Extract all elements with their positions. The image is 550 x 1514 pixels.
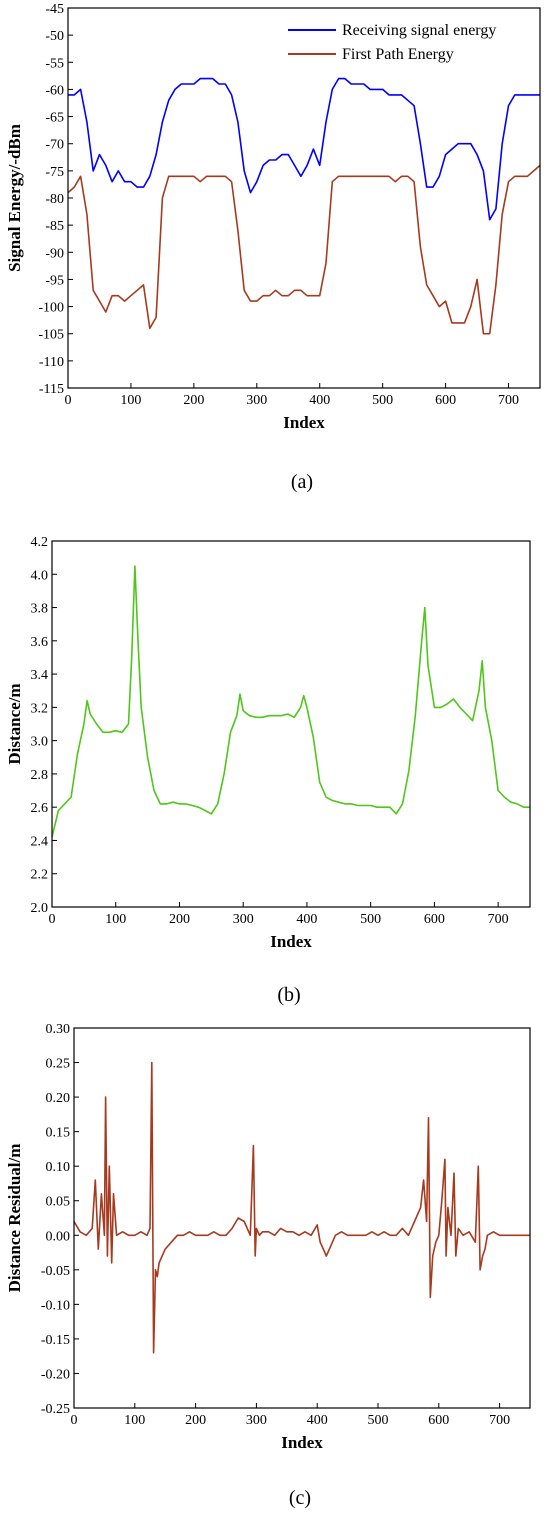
series-line-first-path-energy: [67, 164, 541, 335]
y-axis-title: Distance/m: [5, 683, 24, 764]
distance-chart: 0 100 200 300 400 500 600 700 4.2 4.0 3.8 3.6 3.4 3.2…: [5, 535, 531, 1006]
x-tick-label: 300: [246, 1413, 267, 1428]
x-tick-label: 100: [105, 912, 126, 927]
y-tick-label: 4.2: [31, 535, 49, 550]
chart-panel-b: 0 100 200 300 400 500 600 700 4.2 4.0 3.8 3.6 3.4 3.2…: [0, 505, 550, 1015]
y-tick-label: -75: [45, 165, 64, 180]
signal-energy-chart: 0 100 200 300 400 500 600 700 -45 -50 -55 -60 -65 -70…: [5, 2, 541, 493]
y-tick-label: -0.20: [41, 1367, 70, 1382]
y-tick-label: -55: [45, 56, 64, 71]
x-tick-label: 200: [183, 393, 204, 408]
y-tick-label: 2.6: [31, 801, 49, 816]
x-tick-label: 600: [435, 393, 456, 408]
x-tick-label: 500: [372, 393, 393, 408]
y-tick-label: 0.00: [46, 1229, 71, 1244]
x-tick-label: 500: [368, 1413, 389, 1428]
figure-caption: (c): [289, 1487, 311, 1509]
x-tick-label: 700: [488, 912, 509, 927]
y-tick-label: -80: [45, 192, 64, 207]
y-tick-label: -115: [39, 382, 64, 397]
y-tick-label: 3.2: [31, 701, 49, 716]
series-line-series-1: [73, 1061, 530, 1354]
figure-caption: (a): [291, 471, 313, 493]
x-tick-label: 600: [424, 912, 445, 927]
plot-frame: [67, 7, 541, 389]
y-tick-label: 0.10: [46, 1160, 71, 1175]
y-tick-label: 2.8: [31, 768, 49, 783]
y-tick-label: -95: [45, 273, 64, 288]
x-tick-label: 100: [124, 1413, 145, 1428]
x-tick-label: 400: [307, 1413, 328, 1428]
y-tick-label: 2.4: [31, 834, 49, 849]
x-tick-label: 700: [489, 1413, 510, 1428]
x-axis-title: Index: [270, 932, 312, 951]
chart-panel-c: 0 100 200 300 400 500 600 700 0.30 0.25 0.20 0.15 0.…: [0, 1020, 550, 1514]
plot-frame: [51, 540, 531, 908]
plot-frame: [73, 1027, 531, 1409]
x-tick-label: 0: [65, 393, 72, 408]
x-axis-title: Index: [283, 413, 325, 432]
y-tick-label: -0.10: [41, 1298, 70, 1313]
y-tick-label: -65: [45, 111, 64, 126]
series-line-receiving-signal-energy: [68, 77, 540, 221]
y-tick-label: -100: [38, 301, 64, 316]
y-tick-label: 4.0: [31, 568, 49, 583]
y-tick-label: -60: [45, 83, 64, 98]
y-tick-label: -70: [45, 138, 64, 153]
y-tick-label: -110: [39, 355, 64, 370]
y-tick-label: 0.15: [46, 1126, 71, 1141]
y-tick-label: -50: [45, 29, 64, 44]
chart-panel-a: 0 100 200 300 400 500 600 700 -45 -50 -55 -60 -65 -70…: [0, 0, 550, 500]
x-tick-label: 400: [309, 393, 330, 408]
y-tick-label: 3.0: [31, 735, 49, 750]
x-tick-label: 300: [233, 912, 254, 927]
x-tick-label: 100: [120, 393, 141, 408]
y-tick-label: 0.30: [46, 1022, 71, 1037]
x-axis-title: Index: [281, 1433, 323, 1452]
y-tick-label: 0.20: [46, 1091, 71, 1106]
y-tick-label: -0.15: [41, 1333, 70, 1348]
y-tick-label: -0.05: [41, 1264, 70, 1279]
series-line-series-1: [51, 565, 530, 838]
x-tick-label: 400: [296, 912, 317, 927]
x-tick-label: 500: [360, 912, 381, 927]
legend-label: First Path Energy: [342, 46, 454, 63]
y-tick-label: -90: [45, 246, 64, 261]
x-tick-label: 200: [185, 1413, 206, 1428]
y-tick-label: 3.6: [31, 635, 49, 650]
legend-label: Receiving signal energy: [342, 22, 496, 39]
y-tick-label: 3.4: [31, 668, 49, 683]
x-tick-label: 200: [169, 912, 190, 927]
y-axis-title: Distance Residual/m: [5, 1144, 24, 1293]
y-tick-label: 3.8: [31, 602, 49, 617]
y-axis-title: Signal Energy/-dBm: [5, 124, 24, 272]
y-tick-label: -0.25: [41, 1402, 70, 1417]
x-tick-label: 600: [428, 1413, 449, 1428]
x-tick-label: 0: [49, 912, 56, 927]
y-tick-label: 2.2: [31, 868, 49, 883]
figure-caption: (b): [277, 984, 300, 1006]
y-tick-label: -105: [38, 328, 64, 343]
y-tick-label: 0.05: [46, 1195, 71, 1210]
y-tick-label: 0.25: [46, 1057, 71, 1072]
x-tick-label: 700: [498, 393, 519, 408]
y-tick-label: 2.0: [31, 901, 49, 916]
y-tick-label: -85: [45, 219, 64, 234]
distance-residual-chart: 0 100 200 300 400 500 600 700 0.30 0.25 0.20 0.15 0.…: [5, 1022, 531, 1509]
y-tick-label: -45: [45, 2, 64, 17]
x-tick-label: 0: [71, 1413, 78, 1428]
x-tick-label: 300: [246, 393, 267, 408]
